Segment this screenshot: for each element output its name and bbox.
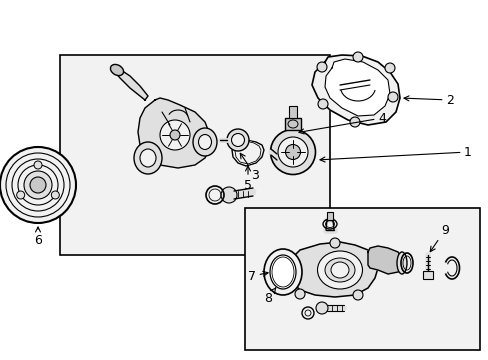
Ellipse shape bbox=[287, 120, 297, 128]
Polygon shape bbox=[231, 140, 264, 166]
Polygon shape bbox=[325, 59, 389, 116]
Ellipse shape bbox=[170, 130, 180, 140]
Text: 8: 8 bbox=[264, 288, 275, 305]
Circle shape bbox=[352, 290, 362, 300]
Ellipse shape bbox=[264, 249, 302, 295]
Circle shape bbox=[316, 62, 326, 72]
Bar bbox=[60, 55, 329, 255]
Ellipse shape bbox=[396, 252, 406, 274]
Text: 4: 4 bbox=[298, 112, 385, 134]
Circle shape bbox=[315, 302, 327, 314]
Circle shape bbox=[294, 289, 305, 299]
Bar bbox=[244, 208, 479, 350]
Ellipse shape bbox=[278, 137, 307, 167]
Ellipse shape bbox=[270, 130, 315, 175]
Polygon shape bbox=[138, 98, 209, 168]
Circle shape bbox=[17, 191, 24, 199]
Bar bbox=[288, 106, 296, 118]
Circle shape bbox=[352, 52, 362, 62]
Ellipse shape bbox=[140, 149, 156, 167]
Text: 3: 3 bbox=[240, 153, 259, 181]
Text: 5: 5 bbox=[244, 166, 251, 192]
Circle shape bbox=[51, 191, 59, 199]
Text: 7: 7 bbox=[247, 270, 267, 283]
Text: 2: 2 bbox=[403, 94, 453, 107]
Circle shape bbox=[329, 238, 339, 248]
Ellipse shape bbox=[269, 255, 295, 289]
Circle shape bbox=[34, 161, 42, 169]
Circle shape bbox=[24, 171, 52, 199]
Polygon shape bbox=[235, 141, 261, 164]
Ellipse shape bbox=[226, 129, 248, 151]
Text: 1: 1 bbox=[319, 145, 471, 162]
Circle shape bbox=[384, 63, 394, 73]
Ellipse shape bbox=[325, 258, 354, 282]
Text: 6: 6 bbox=[34, 227, 42, 247]
Bar bbox=[285, 118, 301, 130]
Ellipse shape bbox=[134, 142, 162, 174]
Bar bbox=[422, 271, 432, 279]
Circle shape bbox=[221, 187, 237, 203]
Circle shape bbox=[387, 92, 397, 102]
Polygon shape bbox=[367, 246, 401, 274]
Ellipse shape bbox=[110, 64, 123, 76]
Circle shape bbox=[0, 147, 76, 223]
Polygon shape bbox=[311, 55, 399, 125]
Ellipse shape bbox=[198, 135, 211, 149]
Ellipse shape bbox=[193, 128, 217, 156]
Polygon shape bbox=[115, 68, 148, 100]
Ellipse shape bbox=[160, 120, 190, 150]
Circle shape bbox=[349, 117, 359, 127]
Ellipse shape bbox=[285, 144, 300, 159]
Bar bbox=[326, 212, 332, 220]
Polygon shape bbox=[287, 242, 377, 297]
Text: 9: 9 bbox=[429, 224, 448, 252]
Circle shape bbox=[317, 99, 327, 109]
Ellipse shape bbox=[317, 251, 362, 289]
Ellipse shape bbox=[231, 134, 244, 147]
Circle shape bbox=[30, 177, 46, 193]
Ellipse shape bbox=[330, 262, 348, 278]
